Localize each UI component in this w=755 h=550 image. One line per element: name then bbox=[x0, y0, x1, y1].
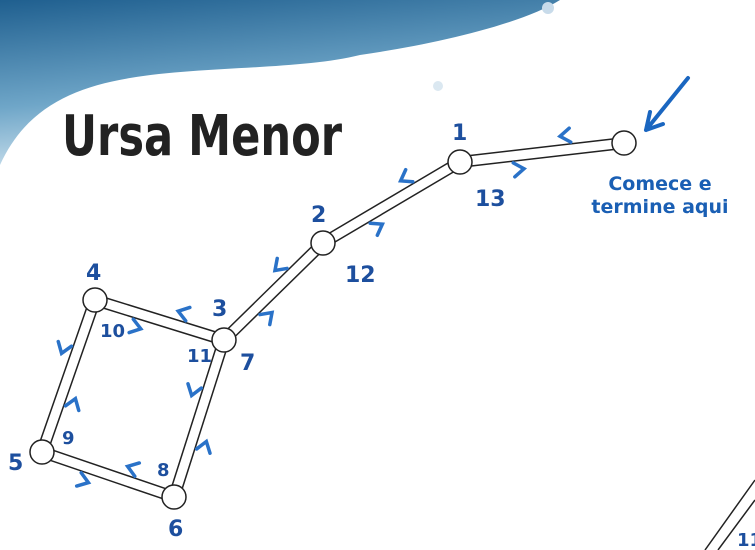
chevron bbox=[178, 307, 190, 320]
corner-label: 11 bbox=[737, 530, 755, 550]
chevron bbox=[275, 258, 287, 270]
step-number: 6 bbox=[168, 517, 183, 542]
step-number: 2 bbox=[311, 203, 326, 228]
step-number: 9 bbox=[62, 428, 75, 449]
step-number: 13 bbox=[475, 187, 506, 212]
chevron bbox=[560, 128, 571, 142]
stars bbox=[30, 131, 636, 509]
decor-dot bbox=[542, 2, 554, 14]
chevron bbox=[128, 463, 140, 476]
start-label: termine aqui bbox=[591, 196, 728, 218]
step-number: 4 bbox=[86, 261, 101, 286]
star-node bbox=[83, 288, 107, 312]
chevron bbox=[370, 223, 382, 235]
step-number: 3 bbox=[212, 297, 227, 322]
star-node bbox=[212, 328, 236, 352]
corridor-inner bbox=[460, 143, 624, 162]
step-number: 10 bbox=[100, 321, 125, 342]
chevron bbox=[188, 384, 201, 396]
step-number: 12 bbox=[345, 263, 376, 288]
star-node bbox=[448, 150, 472, 174]
star-node bbox=[311, 231, 335, 255]
diagram: Ursa Menor Comece e termine aqui 11 1132… bbox=[0, 0, 755, 550]
step-number: 8 bbox=[157, 460, 170, 481]
title: Ursa Menor bbox=[62, 104, 342, 169]
start-label: Comece e bbox=[608, 173, 711, 195]
chevron bbox=[513, 163, 524, 177]
step-number: 7 bbox=[240, 351, 255, 376]
chevron bbox=[197, 442, 210, 454]
corridor-inner bbox=[42, 452, 174, 497]
step-number: 11 bbox=[187, 346, 212, 367]
corridor-inner bbox=[323, 162, 460, 243]
star-node bbox=[612, 131, 636, 155]
corridor-inner bbox=[224, 243, 323, 340]
path-corridors bbox=[42, 143, 624, 497]
chevron bbox=[58, 342, 71, 354]
decor-dot bbox=[433, 81, 443, 91]
chevron bbox=[401, 170, 413, 182]
step-number: 1 bbox=[452, 121, 467, 146]
star-node bbox=[162, 485, 186, 509]
chevron bbox=[129, 319, 141, 332]
start-pointer bbox=[646, 78, 688, 130]
chevron bbox=[77, 473, 89, 486]
step-number: 5 bbox=[8, 451, 23, 476]
star-node bbox=[30, 440, 54, 464]
chevron bbox=[66, 399, 79, 411]
chevron bbox=[260, 313, 272, 325]
